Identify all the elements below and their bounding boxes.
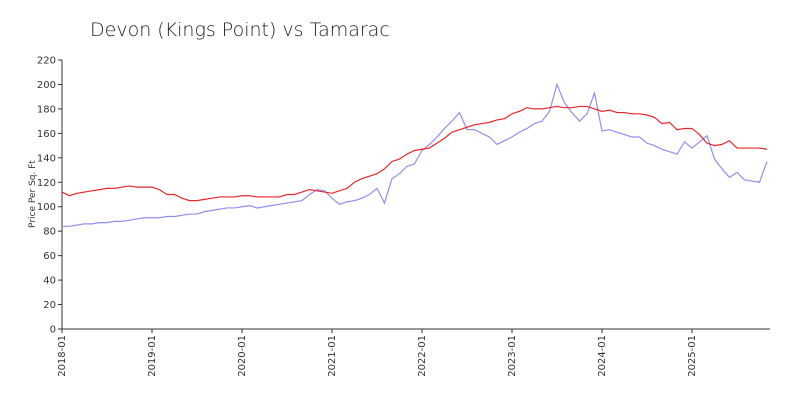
y-tick-label: 200 <box>37 80 56 91</box>
y-tick-label: 60 <box>43 251 56 262</box>
y-tick-label: 180 <box>37 104 56 115</box>
y-tick-label: 120 <box>37 178 56 189</box>
y-tick-label: 220 <box>37 56 56 67</box>
y-tick-label: 0 <box>50 325 56 336</box>
y-tick-label: 140 <box>37 153 56 164</box>
y-tick-label: 160 <box>37 129 56 140</box>
x-tick-label: 2021-01 <box>327 335 338 377</box>
chart-title: Devon (Kings Point) vs Tamarac <box>90 19 390 41</box>
x-tick-label: 2022-01 <box>417 335 428 377</box>
x-tick-label: 2018-01 <box>57 335 68 377</box>
y-axis-label: Price Per Sq. Ft <box>28 160 38 228</box>
x-tick-label: 2020-01 <box>237 335 248 377</box>
x-tick-label: 2025-01 <box>687 335 698 377</box>
x-tick-label: 2019-01 <box>147 335 158 377</box>
y-tick-label: 40 <box>43 276 56 287</box>
series-line <box>61 105 768 202</box>
x-tick-label: 2023-01 <box>507 335 518 377</box>
x-tick-label: 2024-01 <box>597 335 608 377</box>
y-tick-label: 20 <box>43 300 56 311</box>
series-line <box>62 82 768 227</box>
y-tick-label: 80 <box>43 227 56 238</box>
y-tick-label: 100 <box>37 202 56 213</box>
